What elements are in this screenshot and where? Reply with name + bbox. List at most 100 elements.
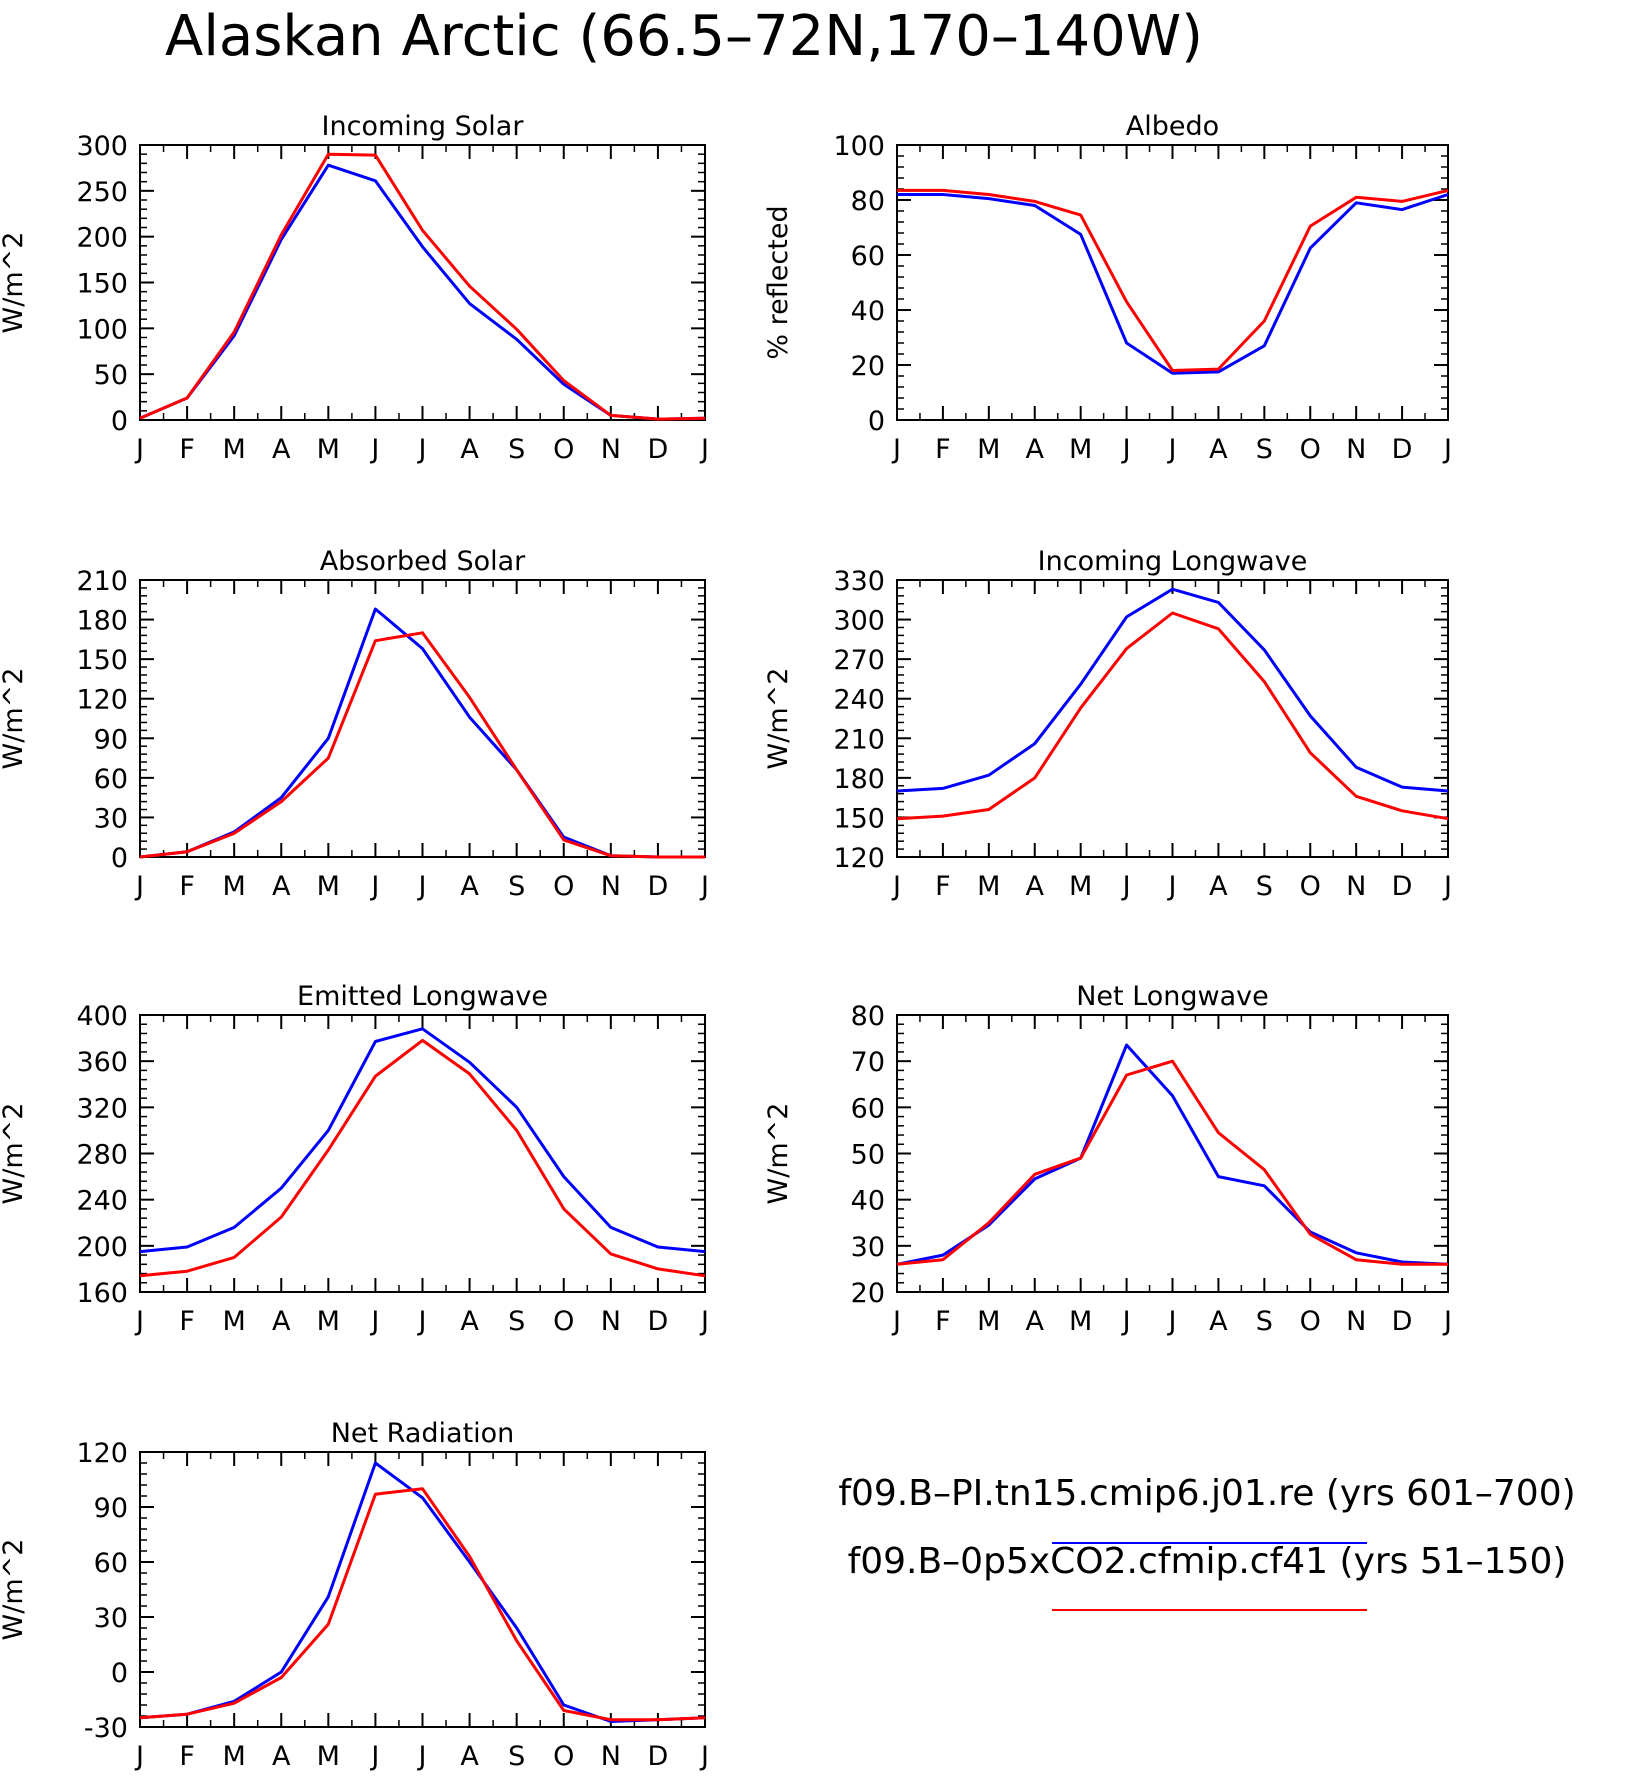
y-tick-label: 100 xyxy=(833,131,885,162)
x-tick-label: A xyxy=(460,1306,479,1337)
x-tick-label: M xyxy=(977,434,1000,465)
figure-title: Alaskan Arctic (66.5–72N,170–140W) xyxy=(165,4,1203,69)
series-line-2 xyxy=(139,1038,706,1278)
x-tick-label: F xyxy=(179,871,195,902)
x-tick-label: O xyxy=(553,1741,574,1772)
x-tick-label: A xyxy=(460,871,479,902)
y-tick-label: 160 xyxy=(76,1278,128,1309)
x-tick-label: S xyxy=(1256,434,1273,465)
x-tick-label: J xyxy=(699,1741,709,1772)
y-tick-label: 60 xyxy=(94,764,128,795)
x-tick-label: M xyxy=(977,871,1000,902)
x-tick-label: A xyxy=(272,1741,291,1772)
x-tick-label: J xyxy=(1442,1306,1452,1337)
legend-label-series-1: f09.B–PI.tn15.cmip6.j01.re (yrs 601–700) xyxy=(838,1473,1575,1514)
x-tick-label: F xyxy=(179,1306,195,1337)
x-tick-label: J xyxy=(1167,434,1177,465)
series-line-1 xyxy=(897,193,1449,375)
x-tick-label: O xyxy=(553,871,574,902)
x-tick-label: D xyxy=(1392,871,1413,902)
series-line-1 xyxy=(139,1461,706,1723)
y-tick-label: 300 xyxy=(833,606,885,637)
y-tick-label: 30 xyxy=(94,803,128,834)
x-tick-label: J xyxy=(1121,1306,1131,1337)
x-tick-label: M xyxy=(1069,434,1092,465)
y-tick-label: 40 xyxy=(851,296,885,327)
panel-title: Albedo xyxy=(1126,111,1219,142)
y-tick-label: 180 xyxy=(76,606,128,637)
x-tick-label: J xyxy=(417,434,427,465)
y-tick-label: 250 xyxy=(76,177,128,208)
y-tick-label: 100 xyxy=(76,314,128,345)
x-tick-label: N xyxy=(1346,1306,1366,1337)
x-tick-label: N xyxy=(1346,871,1366,902)
x-tick-label: J xyxy=(891,1306,901,1337)
y-tick-label: 20 xyxy=(851,351,885,382)
y-tick-label: 300 xyxy=(76,131,128,162)
series-line-1 xyxy=(139,163,706,421)
y-tick-label: 270 xyxy=(833,645,885,676)
x-tick-label: A xyxy=(272,434,291,465)
y-tick-label: 0 xyxy=(111,406,128,437)
plot-frame xyxy=(896,579,1449,858)
x-tick-label: O xyxy=(553,1306,574,1337)
plot-frame xyxy=(139,1014,706,1293)
y-tick-label: 210 xyxy=(833,724,885,755)
y-tick-label: 70 xyxy=(851,1047,885,1078)
x-tick-label: M xyxy=(223,1741,246,1772)
y-tick-label: 150 xyxy=(76,269,128,300)
y-tick-label: 120 xyxy=(76,685,128,716)
x-tick-label: J xyxy=(699,1306,709,1337)
x-tick-label: A xyxy=(460,434,479,465)
y-tick-label: 0 xyxy=(111,1658,128,1689)
legend: f09.B–PI.tn15.cmip6.j01.re (yrs 601–700)… xyxy=(838,1473,1576,1611)
y-tick-label: 20 xyxy=(851,1278,885,1309)
x-tick-label: A xyxy=(1209,434,1228,465)
x-tick-label: F xyxy=(935,871,951,902)
x-tick-label: D xyxy=(648,871,669,902)
x-tick-label: O xyxy=(1300,1306,1321,1337)
panel-title: Incoming Longwave xyxy=(1038,546,1308,577)
x-tick-label: J xyxy=(369,434,379,465)
panel-title: Absorbed Solar xyxy=(320,546,526,577)
x-tick-label: D xyxy=(1392,434,1413,465)
x-tick-label: S xyxy=(508,1306,525,1337)
plot-frame xyxy=(139,1451,706,1728)
legend-label-series-2: f09.B–0p5xCO2.cfmip.cf41 (yrs 51–150) xyxy=(848,1541,1567,1582)
series-line-2 xyxy=(139,631,705,859)
series-line-1 xyxy=(139,607,705,859)
y-tick-label: 200 xyxy=(76,1232,128,1263)
x-tick-label: M xyxy=(223,871,246,902)
y-axis-label: W/m^2 xyxy=(763,1103,794,1205)
x-tick-label: J xyxy=(1121,434,1131,465)
y-tick-label: 400 xyxy=(76,1001,128,1032)
x-tick-label: M xyxy=(1069,871,1092,902)
y-tick-label: 180 xyxy=(833,764,885,795)
x-tick-label: J xyxy=(417,1741,427,1772)
x-tick-label: J xyxy=(134,434,144,465)
x-tick-label: D xyxy=(648,1741,669,1772)
x-tick-label: S xyxy=(1256,1306,1273,1337)
x-tick-label: O xyxy=(1300,871,1321,902)
x-tick-label: A xyxy=(1026,434,1045,465)
x-tick-label: N xyxy=(601,434,621,465)
y-tick-label: 0 xyxy=(111,843,128,874)
y-tick-label: 210 xyxy=(76,566,128,597)
series-line-2 xyxy=(897,188,1449,372)
x-tick-label: S xyxy=(508,871,525,902)
x-tick-label: M xyxy=(223,434,246,465)
x-tick-label: F xyxy=(935,1306,951,1337)
x-tick-label: J xyxy=(417,1306,427,1337)
series-line-2 xyxy=(896,1059,1448,1266)
y-tick-label: 40 xyxy=(851,1186,885,1217)
y-tick-label: 120 xyxy=(76,1438,128,1469)
y-axis-label: W/m^2 xyxy=(0,1539,29,1641)
series-line-1 xyxy=(139,1027,706,1254)
y-tick-label: 120 xyxy=(833,843,885,874)
y-axis-label: W/m^2 xyxy=(0,232,29,334)
y-tick-label: -30 xyxy=(84,1713,128,1744)
plot-frame xyxy=(896,144,1449,421)
